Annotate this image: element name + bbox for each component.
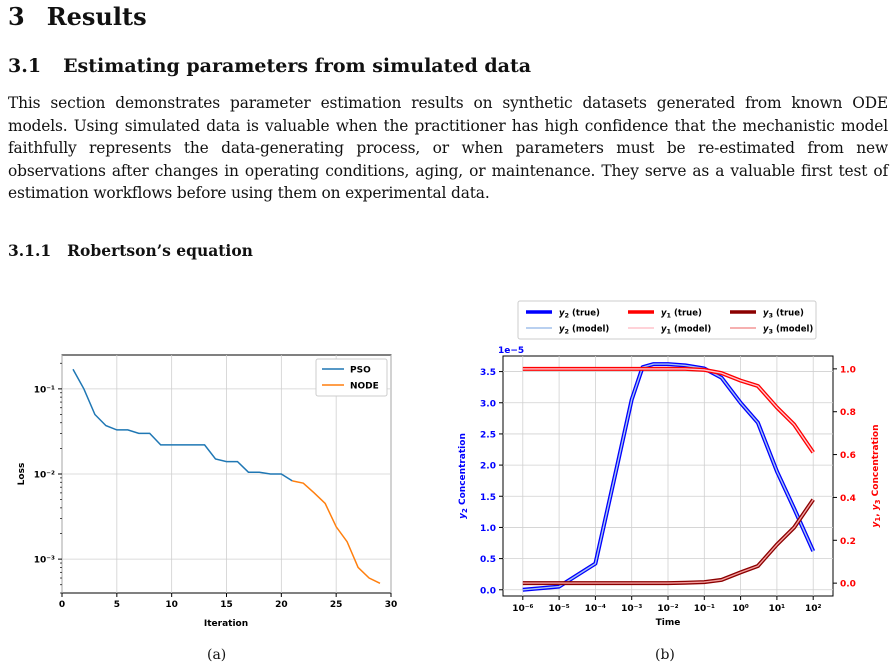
section-heading: 3 Results [8,2,147,31]
series-line-node [292,480,381,584]
y-tick-label-left: 1.5 [480,493,496,503]
y-tick-label-right: 0.4 [840,494,856,504]
x-tick-label: 10⁻³ [621,604,642,614]
y-offset-label: 1e−5 [498,346,524,356]
y-tick-label-right: 1.0 [840,365,856,375]
series-line-y1-model [522,368,814,453]
series-line-y2-model [522,363,814,591]
x-tick-label: 10⁻⁶ [512,604,533,614]
y-axis-label-left: y2 Concentration [458,433,469,519]
x-tick-label: 20 [275,600,288,610]
y-tick-label-left: 0.5 [480,555,496,565]
series-line-pso [72,368,293,482]
x-tick-label: 10⁻¹ [694,604,715,614]
x-tick-label: 10¹ [769,604,786,614]
series-line-y3-model [522,499,814,584]
subsubsection-heading: 3.1.1 Robertson’s equation [8,241,253,260]
y-tick-label-left: 0.0 [480,586,496,596]
concentration-chart: y2 (true) y1 (true) y3 (true) y2 (model) y1 … [458,300,882,628]
x-tick-label: 10 [165,600,178,610]
x-tick-label: 5 [114,600,120,610]
legend-label: y2 (model) [559,325,609,336]
y-tick-label-left: 2.5 [480,430,496,440]
caption-a: (a) [207,647,227,663]
legend: y2 (true) y1 (true) y3 (true) y2 (model) y1 … [517,300,817,340]
y-axis-label: Loss [17,463,27,486]
legend-node-label: NODE [350,382,379,392]
legend: PSO NODE [315,358,388,397]
y-axis-label-right: y1, y3 Concentration [871,424,882,527]
y-tick-label-right: 0.0 [840,580,856,590]
x-tick-label: 10² [805,604,822,614]
legend-label: y1 (model) [661,325,711,336]
caption-b: (b) [655,647,675,663]
y-tick-label-left: 3.5 [480,368,496,378]
y-tick-label-left: 1.0 [480,524,496,534]
body-paragraph: This section demonstrates parameter esti… [8,94,888,203]
y-tick-label: 10⁻³ [34,556,55,566]
y-tick-label-left: 3.0 [480,399,496,409]
legend-label: y3 (true) [763,309,804,320]
y-tick-label: 10⁻² [34,471,55,481]
x-tick-label: 10⁻² [657,604,678,614]
y-tick-label-right: 0.2 [840,537,856,547]
x-tick-label: 10⁻⁵ [548,604,569,614]
x-tick-label: 10⁻⁴ [585,604,606,614]
subsection-heading: 3.1 Estimating parameters from simulated … [8,55,532,77]
x-tick-label: 10⁰ [732,604,749,614]
y-tick-label-right: 0.8 [840,408,856,418]
x-tick-label: 15 [220,600,233,610]
legend-label: y1 (true) [661,309,702,320]
x-axis-label: Time [656,618,681,628]
legend-label: y3 (model) [763,325,813,336]
y-tick-label: 10⁻¹ [34,385,55,395]
y-tick-label-right: 0.6 [840,451,856,461]
x-tick-label: 0 [59,600,65,610]
x-tick-label: 30 [385,600,398,610]
legend-pso-label: PSO [350,366,371,376]
loss-chart: 0 5 10 15 20 25 30 10⁻¹ 10⁻² 10⁻³ PSO NODE Iterat… [17,354,398,629]
x-axis-label: Iteration [204,619,248,629]
y-tick-label-left: 2.0 [480,462,496,472]
legend-label: y2 (true) [559,309,600,320]
x-tick-label: 25 [330,600,343,610]
